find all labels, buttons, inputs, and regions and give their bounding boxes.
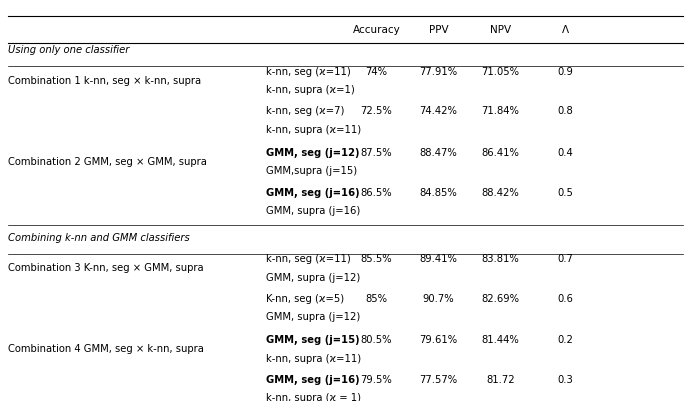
Text: 0.5: 0.5 — [558, 188, 574, 198]
Text: 0.3: 0.3 — [558, 375, 574, 385]
Text: GMM, supra (ϳ=12): GMM, supra (ϳ=12) — [266, 312, 361, 322]
Text: 74.42%: 74.42% — [419, 106, 457, 116]
Text: GMM, seg (ϳ=16): GMM, seg (ϳ=16) — [266, 375, 360, 385]
Text: 71.05%: 71.05% — [482, 67, 520, 77]
Text: Combination 2 GMM, seg × GMM, supra: Combination 2 GMM, seg × GMM, supra — [8, 157, 207, 167]
Text: GMM, seg (ϳ=16): GMM, seg (ϳ=16) — [266, 188, 360, 198]
Text: k-nn, supra (ϰ=1): k-nn, supra (ϰ=1) — [266, 85, 355, 95]
Text: 85.5%: 85.5% — [361, 254, 392, 264]
Text: 0.7: 0.7 — [558, 254, 574, 264]
Text: 72.5%: 72.5% — [361, 106, 392, 116]
Text: 90.7%: 90.7% — [423, 294, 454, 304]
Text: 0.8: 0.8 — [558, 106, 574, 116]
Text: 87.5%: 87.5% — [361, 148, 392, 158]
Text: 77.91%: 77.91% — [419, 67, 457, 77]
Text: 79.5%: 79.5% — [361, 375, 392, 385]
Text: 82.69%: 82.69% — [482, 294, 520, 304]
Text: 77.57%: 77.57% — [419, 375, 457, 385]
Text: k-nn, supra (ϰ=11): k-nn, supra (ϰ=11) — [266, 354, 361, 364]
Text: k-nn, seg (ϰ=7): k-nn, seg (ϰ=7) — [266, 106, 345, 116]
Text: 79.61%: 79.61% — [419, 336, 457, 345]
Text: GMM,supra (ϳ=15): GMM,supra (ϳ=15) — [266, 166, 357, 176]
Text: k-nn, seg (ϰ=11): k-nn, seg (ϰ=11) — [266, 254, 351, 264]
Text: NPV: NPV — [490, 24, 511, 34]
Text: 81.72: 81.72 — [486, 375, 515, 385]
Text: 71.84%: 71.84% — [482, 106, 520, 116]
Text: 85%: 85% — [366, 294, 388, 304]
Text: Combining k-nn and GMM classifiers: Combining k-nn and GMM classifiers — [8, 233, 190, 243]
Text: 80.5%: 80.5% — [361, 336, 392, 345]
Text: 0.9: 0.9 — [558, 67, 574, 77]
Text: 86.5%: 86.5% — [361, 188, 392, 198]
Text: Combination 3 K-nn, seg × GMM, supra: Combination 3 K-nn, seg × GMM, supra — [8, 263, 204, 273]
Text: K-nn, seg (ϰ=5): K-nn, seg (ϰ=5) — [266, 294, 345, 304]
Text: Using only one classifier: Using only one classifier — [8, 45, 130, 55]
Text: GMM, seg (ϳ=12): GMM, seg (ϳ=12) — [266, 148, 360, 158]
Text: Λ: Λ — [562, 24, 569, 34]
Text: Combination 1 k-nn, seg × k-nn, supra: Combination 1 k-nn, seg × k-nn, supra — [8, 76, 201, 86]
Text: GMM, seg (ϳ=15): GMM, seg (ϳ=15) — [266, 336, 360, 345]
Text: 84.85%: 84.85% — [419, 188, 457, 198]
Text: Combination 4 GMM, seg × k-nn, supra: Combination 4 GMM, seg × k-nn, supra — [8, 344, 204, 354]
Text: 0.6: 0.6 — [558, 294, 574, 304]
Text: 86.41%: 86.41% — [482, 148, 520, 158]
Text: 89.41%: 89.41% — [419, 254, 457, 264]
Text: PPV: PPV — [428, 24, 448, 34]
Text: 81.44%: 81.44% — [482, 336, 519, 345]
Text: 74%: 74% — [366, 67, 388, 77]
Text: k-nn, supra (ϰ=11): k-nn, supra (ϰ=11) — [266, 125, 361, 135]
Text: 88.47%: 88.47% — [419, 148, 457, 158]
Text: 83.81%: 83.81% — [482, 254, 519, 264]
Text: GMM, supra (ϳ=12): GMM, supra (ϳ=12) — [266, 273, 361, 283]
Text: k-nn, supra (ϰ = 1): k-nn, supra (ϰ = 1) — [266, 393, 361, 401]
Text: k-nn, seg (ϰ=11): k-nn, seg (ϰ=11) — [266, 67, 351, 77]
Text: 0.2: 0.2 — [558, 336, 574, 345]
Text: GMM, supra (ϳ=16): GMM, supra (ϳ=16) — [266, 206, 361, 216]
Text: 88.42%: 88.42% — [482, 188, 519, 198]
Text: 0.4: 0.4 — [558, 148, 574, 158]
Text: Accuracy: Accuracy — [352, 24, 400, 34]
